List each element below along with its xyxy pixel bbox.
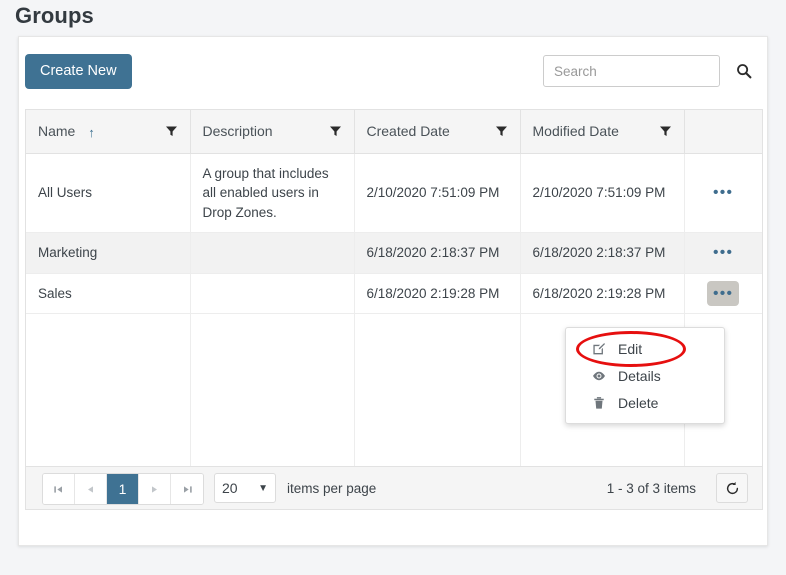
row-actions-button-active[interactable]: ••• bbox=[707, 281, 740, 307]
groups-table: Name ↑ Description bbox=[26, 110, 762, 473]
context-menu-label-delete: Delete bbox=[618, 394, 659, 411]
grid-toolbar: Create New bbox=[19, 37, 767, 109]
context-menu-item-delete[interactable]: Delete bbox=[566, 389, 724, 416]
refresh-icon bbox=[726, 481, 738, 494]
kebab-dots-icon: ••• bbox=[713, 183, 734, 201]
pencil-square-icon bbox=[592, 342, 612, 356]
chevron-down-icon: ▼ bbox=[258, 482, 268, 494]
grid-pager: 1 20 ▼ items per page 1 - 3 of bbox=[25, 466, 763, 510]
cell-name: All Users bbox=[26, 153, 191, 234]
search-icon bbox=[737, 64, 752, 79]
item-range-label: 1 - 3 of 3 items bbox=[606, 481, 696, 496]
filter-funnel-icon-modified-date[interactable] bbox=[659, 125, 672, 138]
table-row: Sales 6/18/2020 2:19:28 PM 6/18/2020 2:1… bbox=[26, 273, 762, 315]
cell-description bbox=[190, 273, 355, 315]
refresh-button[interactable] bbox=[716, 473, 748, 503]
table-row: All Users A group that includes all enab… bbox=[26, 153, 762, 234]
page-size-value: 20 bbox=[222, 480, 238, 496]
pager-last-button[interactable] bbox=[171, 474, 203, 504]
context-menu-item-details[interactable]: Details bbox=[566, 362, 724, 389]
cell-created-date: 2/10/2020 7:51:09 PM bbox=[354, 153, 521, 234]
last-page-icon bbox=[183, 485, 192, 493]
column-header-modified-date[interactable]: Modified Date bbox=[520, 110, 685, 154]
cell-actions: ••• bbox=[684, 153, 762, 234]
eye-icon bbox=[592, 369, 612, 383]
page-title: Groups bbox=[15, 3, 94, 28]
cell-actions: ••• bbox=[684, 232, 762, 274]
pager-next-button[interactable] bbox=[139, 474, 171, 504]
row-actions-button[interactable]: ••• bbox=[708, 242, 738, 264]
column-label-description: Description bbox=[202, 123, 273, 140]
table-head: Name ↑ Description bbox=[26, 110, 762, 154]
column-header-description[interactable]: Description bbox=[190, 110, 355, 154]
kebab-dots-icon: ••• bbox=[713, 243, 734, 261]
page-size-select[interactable]: 20 ▼ bbox=[214, 473, 276, 503]
context-menu-label-details: Details bbox=[618, 367, 661, 384]
kebab-dots-icon: ••• bbox=[713, 284, 734, 302]
column-header-name[interactable]: Name ↑ bbox=[26, 110, 191, 154]
filter-funnel-icon-description[interactable] bbox=[329, 125, 342, 138]
row-actions-button[interactable]: ••• bbox=[708, 182, 738, 204]
pager-button-group: 1 bbox=[42, 473, 204, 505]
cell-description: A group that includes all enabled users … bbox=[190, 153, 355, 234]
search-input[interactable] bbox=[543, 55, 720, 87]
sort-ascending-icon[interactable]: ↑ bbox=[88, 124, 95, 140]
next-page-icon bbox=[152, 485, 157, 493]
content-card: Create New bbox=[18, 36, 768, 546]
cell-created-date: 6/18/2020 2:19:28 PM bbox=[354, 273, 521, 315]
context-menu-item-edit[interactable]: Edit bbox=[566, 335, 724, 362]
cell-modified-date: 6/18/2020 2:19:28 PM bbox=[520, 273, 685, 315]
cell-name: Sales bbox=[26, 273, 191, 315]
cell-actions: ••• bbox=[684, 273, 762, 315]
cell-name: Marketing bbox=[26, 232, 191, 274]
context-menu-label-edit: Edit bbox=[618, 340, 643, 357]
create-new-button[interactable]: Create New bbox=[25, 54, 132, 89]
pager-page-1-button[interactable]: 1 bbox=[107, 474, 139, 504]
first-page-icon bbox=[54, 485, 62, 493]
filter-funnel-icon-created-date[interactable] bbox=[495, 125, 508, 138]
table-row: Marketing 6/18/2020 2:18:37 PM 6/18/2020… bbox=[26, 232, 762, 274]
column-header-created-date[interactable]: Created Date bbox=[354, 110, 521, 154]
pager-prev-button[interactable] bbox=[75, 474, 107, 504]
column-label-created-date: Created Date bbox=[366, 123, 450, 140]
items-per-page-label: items per page bbox=[287, 481, 377, 496]
cell-modified-date: 2/10/2020 7:51:09 PM bbox=[520, 153, 685, 234]
search-button[interactable] bbox=[731, 57, 757, 85]
column-label-name: Name bbox=[38, 122, 76, 139]
cell-description bbox=[190, 232, 355, 274]
prev-page-icon bbox=[88, 485, 93, 493]
row-context-menu: Edit Details Delete bbox=[565, 327, 725, 424]
groups-grid: Name ↑ Description bbox=[25, 109, 763, 473]
cell-created-date: 6/18/2020 2:18:37 PM bbox=[354, 232, 521, 274]
column-label-modified-date: Modified Date bbox=[532, 123, 619, 140]
trash-icon bbox=[592, 396, 612, 410]
column-header-actions bbox=[684, 110, 762, 154]
table-header-row: Name ↑ Description bbox=[26, 110, 762, 154]
pager-first-button[interactable] bbox=[43, 474, 75, 504]
table-body: All Users A group that includes all enab… bbox=[26, 153, 762, 473]
cell-modified-date: 6/18/2020 2:18:37 PM bbox=[520, 232, 685, 274]
filter-funnel-icon-name[interactable] bbox=[165, 125, 178, 138]
